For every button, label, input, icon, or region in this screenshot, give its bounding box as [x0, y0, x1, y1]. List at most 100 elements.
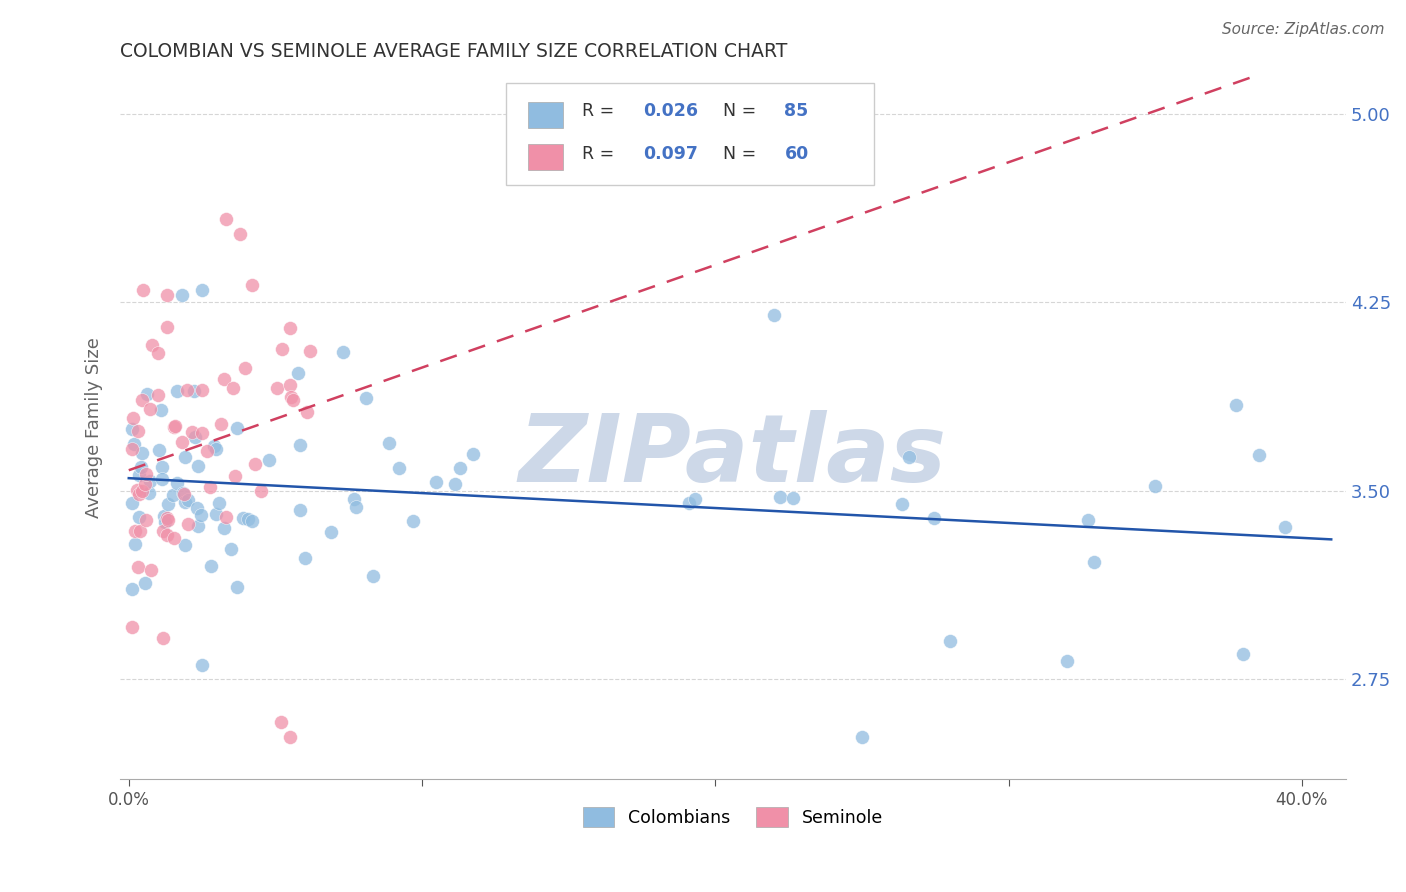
Point — [212, 372, 235, 386]
Point — [191, 383, 214, 397]
Point — [134, 477, 156, 491]
Point — [294, 551, 316, 566]
Point — [121, 582, 143, 596]
Point — [287, 366, 309, 380]
Point — [939, 634, 962, 648]
Point — [388, 461, 411, 475]
Point — [378, 436, 401, 450]
Point — [121, 620, 143, 634]
Point — [363, 569, 385, 583]
Bar — [529, 102, 562, 128]
Text: Source: ZipAtlas.com: Source: ZipAtlas.com — [1222, 22, 1385, 37]
Point — [685, 492, 707, 507]
Point — [156, 287, 179, 301]
Point — [221, 542, 243, 557]
Point — [122, 437, 145, 451]
Point — [280, 390, 302, 404]
Point — [250, 484, 273, 499]
Point — [851, 730, 873, 744]
Point — [122, 411, 145, 425]
Point — [229, 227, 252, 242]
Point — [187, 519, 209, 533]
Point — [898, 450, 921, 465]
Point — [121, 442, 143, 457]
Point — [121, 496, 143, 510]
Bar — [506, 83, 875, 186]
Point — [180, 425, 202, 440]
Point — [226, 421, 249, 435]
Point — [278, 321, 301, 335]
Text: 0.026: 0.026 — [644, 103, 699, 120]
Point — [132, 283, 155, 297]
Point — [157, 497, 180, 511]
Point — [146, 388, 169, 402]
Point — [138, 474, 160, 488]
Point — [257, 452, 280, 467]
Point — [173, 487, 195, 501]
Point — [128, 487, 150, 501]
Point — [183, 384, 205, 399]
Point — [1143, 479, 1166, 493]
Point — [298, 343, 321, 358]
Point — [127, 425, 149, 439]
Point — [208, 495, 231, 509]
Point — [152, 632, 174, 646]
Text: R =: R = — [582, 145, 620, 162]
Point — [150, 459, 173, 474]
Point — [278, 730, 301, 744]
Point — [1077, 513, 1099, 527]
Point — [136, 387, 159, 401]
Point — [224, 468, 246, 483]
Point — [402, 514, 425, 528]
Point — [146, 345, 169, 359]
Point — [782, 491, 804, 505]
Point — [156, 510, 179, 524]
Text: N =: N = — [723, 145, 762, 162]
Point — [172, 486, 194, 500]
Point — [176, 383, 198, 397]
Point — [202, 439, 225, 453]
Point — [163, 531, 186, 545]
Point — [214, 521, 236, 535]
Point — [319, 525, 342, 540]
Point — [288, 438, 311, 452]
Text: R =: R = — [582, 103, 620, 120]
Point — [138, 486, 160, 500]
Point — [231, 510, 253, 524]
Legend: Colombians, Seminole: Colombians, Seminole — [576, 800, 890, 834]
Point — [134, 575, 156, 590]
Point — [134, 467, 156, 481]
Point — [205, 507, 228, 521]
Point — [891, 497, 914, 511]
Point — [236, 512, 259, 526]
Point — [153, 509, 176, 524]
Point — [281, 393, 304, 408]
Point — [187, 458, 209, 473]
Point — [1083, 556, 1105, 570]
Point — [270, 714, 292, 729]
Point — [166, 384, 188, 398]
Point — [190, 508, 212, 523]
Point — [135, 513, 157, 527]
Point — [190, 425, 212, 440]
Point — [240, 515, 263, 529]
Point — [131, 446, 153, 460]
Point — [124, 537, 146, 551]
Point — [425, 475, 447, 489]
Point — [297, 405, 319, 419]
Point — [131, 483, 153, 498]
Point — [141, 338, 163, 352]
Point — [127, 560, 149, 574]
Point — [1225, 398, 1247, 412]
Point — [162, 488, 184, 502]
Point — [266, 380, 288, 394]
Point — [922, 511, 945, 525]
Text: 85: 85 — [785, 103, 808, 120]
Point — [449, 460, 471, 475]
Point — [195, 444, 218, 458]
Point — [128, 468, 150, 483]
Point — [233, 361, 256, 376]
Point — [121, 422, 143, 436]
Point — [278, 378, 301, 392]
Point — [222, 381, 245, 395]
